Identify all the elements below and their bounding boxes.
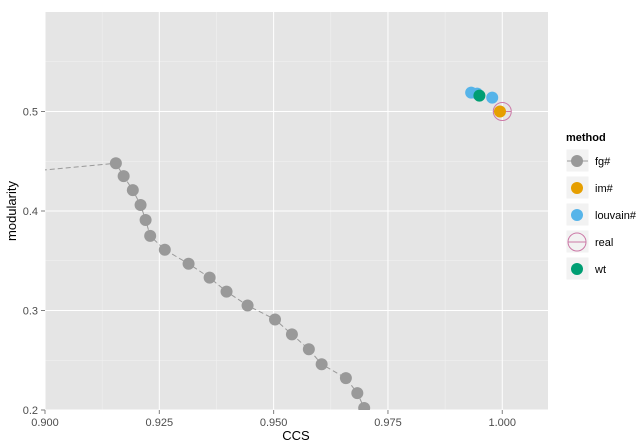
point-louvain xyxy=(486,91,499,104)
point-fg xyxy=(285,328,298,341)
legend-item-wt: wt xyxy=(565,256,606,281)
y-tick-label: 0.4 xyxy=(23,206,38,218)
y-tick-label: 0.2 xyxy=(23,405,38,417)
point-fg xyxy=(315,358,328,371)
legend: method fg# im# louvain# real wt xyxy=(565,132,637,281)
legend-item-louvain: louvain# xyxy=(565,202,637,227)
y-axis-title: modularity xyxy=(4,181,19,241)
legend-label: wt xyxy=(594,264,606,276)
legend-title: method xyxy=(566,132,606,144)
x-tick-label: 0.950 xyxy=(260,417,288,429)
point-fg xyxy=(351,387,364,400)
point-fg xyxy=(269,313,282,326)
x-axis-title: CCS xyxy=(282,428,310,443)
point-fg xyxy=(220,285,233,298)
x-tick-label: 0.975 xyxy=(374,417,402,429)
legend-item-real: real xyxy=(565,229,613,254)
legend-key-marker xyxy=(571,155,583,167)
legend-label: real xyxy=(595,237,613,249)
x-tick-label: 0.925 xyxy=(146,417,174,429)
legend-label: louvain# xyxy=(595,210,637,222)
y-tick-label: 0.5 xyxy=(23,107,38,119)
point-wt xyxy=(473,89,486,102)
point-fg xyxy=(134,199,147,212)
legend-key-marker xyxy=(567,232,587,252)
legend-label: fg# xyxy=(595,156,611,168)
point-fg xyxy=(144,229,157,242)
x-axis-ticks: 0.900 0.925 0.950 0.975 1.000 xyxy=(31,410,516,429)
legend-key-marker xyxy=(571,209,583,221)
point-fg xyxy=(158,243,171,256)
legend-item-im: im# xyxy=(565,175,614,200)
legend-item-fg: fg# xyxy=(565,148,611,173)
point-fg xyxy=(182,257,195,270)
x-tick-label: 1.000 xyxy=(489,417,517,429)
point-fg xyxy=(203,271,216,284)
point-fg xyxy=(339,372,352,385)
point-fg xyxy=(302,343,315,356)
point-fg xyxy=(126,184,139,197)
legend-key-marker xyxy=(571,263,583,275)
point-fg xyxy=(358,402,371,410)
x-tick-label: 0.900 xyxy=(31,417,59,429)
legend-key-marker xyxy=(571,182,583,194)
point-fg xyxy=(139,213,152,226)
y-axis-ticks: 0.2 0.3 0.4 0.5 xyxy=(23,107,45,417)
point-fg xyxy=(117,170,130,183)
point-fg xyxy=(241,299,254,312)
y-tick-label: 0.3 xyxy=(23,306,38,318)
grid-major xyxy=(44,12,548,411)
point-im xyxy=(493,105,506,118)
data-points xyxy=(109,86,512,410)
legend-label: im# xyxy=(595,183,614,195)
point-fg xyxy=(109,157,122,170)
